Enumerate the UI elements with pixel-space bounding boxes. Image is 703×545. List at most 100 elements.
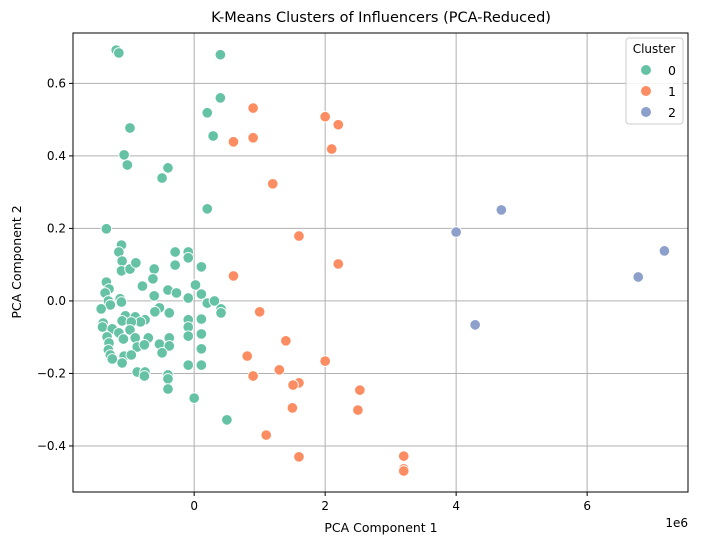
data-point-cluster-0	[95, 303, 107, 315]
data-point-cluster-0	[136, 280, 149, 292]
y-tick-label: 0.2	[47, 221, 66, 235]
data-point-cluster-0	[116, 357, 128, 369]
x-offset-label: 1e6	[665, 516, 688, 530]
data-point-cluster-1	[253, 306, 266, 318]
data-point-cluster-0	[182, 252, 195, 264]
data-point-cluster-0	[182, 330, 195, 342]
data-point-cluster-2	[450, 226, 462, 238]
data-point-cluster-0	[169, 259, 181, 271]
data-point-cluster-0	[162, 383, 174, 395]
data-point-cluster-1	[286, 402, 299, 414]
data-point-cluster-2	[632, 271, 644, 283]
data-point-cluster-0	[124, 122, 136, 134]
data-point-cluster-0	[215, 307, 227, 319]
data-point-cluster-1	[247, 102, 259, 114]
data-point-cluster-0	[195, 343, 208, 355]
data-point-cluster-0	[195, 313, 208, 325]
data-point-cluster-0	[162, 373, 174, 385]
points-layer	[95, 44, 671, 477]
data-point-cluster-0	[195, 328, 208, 340]
data-point-cluster-1	[241, 350, 253, 362]
data-point-cluster-0	[156, 172, 168, 184]
data-point-cluster-0	[214, 92, 227, 104]
chart-title: K-Means Clusters of Influencers (PCA-Red…	[211, 10, 551, 26]
data-point-cluster-1	[319, 111, 331, 123]
data-point-cluster-0	[138, 339, 151, 351]
data-point-cluster-1	[325, 143, 338, 155]
x-axis-label: PCA Component 1	[324, 520, 437, 535]
y-tick-label: −0.2	[37, 366, 66, 380]
data-point-cluster-1	[398, 465, 410, 477]
data-point-cluster-0	[124, 324, 136, 336]
data-point-cluster-0	[201, 107, 214, 119]
data-point-cluster-1	[227, 136, 240, 148]
x-tick-label: 0	[190, 499, 198, 513]
data-point-cluster-0	[96, 321, 109, 333]
y-tick-label: −0.4	[37, 439, 66, 453]
data-point-cluster-0	[221, 414, 233, 426]
data-point-cluster-1	[332, 258, 345, 270]
data-point-cluster-1	[293, 451, 305, 463]
x-tick-label: 4	[452, 499, 460, 513]
data-point-cluster-0	[195, 359, 208, 371]
legend-label-cluster-0: 0	[668, 63, 676, 78]
x-tick-label: 2	[321, 499, 329, 513]
data-point-cluster-0	[195, 261, 208, 273]
data-point-cluster-1	[398, 450, 410, 462]
data-point-cluster-0	[121, 159, 134, 171]
legend-marker-cluster-0	[641, 65, 651, 75]
data-point-cluster-0	[189, 279, 202, 291]
data-point-cluster-0	[208, 295, 221, 307]
data-point-cluster-0	[163, 340, 176, 352]
data-point-cluster-1	[319, 355, 331, 367]
data-point-cluster-0	[116, 255, 128, 267]
data-point-cluster-0	[188, 392, 200, 404]
data-point-cluster-0	[163, 307, 176, 319]
data-point-cluster-0	[115, 296, 128, 308]
y-tick-label: 0.6	[47, 76, 66, 90]
data-point-cluster-0	[156, 347, 168, 359]
grid	[73, 33, 688, 492]
data-point-cluster-0	[117, 333, 130, 345]
data-point-cluster-0	[214, 49, 227, 61]
legend-box	[625, 37, 684, 125]
data-point-cluster-2	[495, 204, 508, 216]
data-point-cluster-1	[273, 364, 286, 376]
data-point-cluster-0	[118, 149, 130, 161]
data-point-cluster-1	[247, 132, 259, 144]
legend-label-cluster-1: 1	[668, 84, 676, 99]
legend-label-cluster-2: 2	[668, 105, 676, 120]
data-point-cluster-0	[207, 130, 219, 142]
ticks: 0 2 4 6 −0.4 −0.2 0.0 0.2 0.4 0.6	[37, 76, 591, 513]
data-point-cluster-0	[182, 359, 195, 371]
legend-marker-cluster-2	[641, 107, 651, 117]
legend: Cluster 0 1 2	[625, 37, 684, 125]
data-point-cluster-1	[354, 384, 366, 396]
data-point-cluster-0	[182, 292, 195, 304]
data-point-cluster-1	[352, 404, 364, 416]
y-tick-label: 0.0	[47, 294, 66, 308]
data-point-cluster-0	[100, 223, 113, 235]
data-point-cluster-0	[130, 257, 142, 269]
data-point-cluster-0	[169, 246, 181, 258]
data-point-cluster-1	[280, 335, 292, 347]
data-point-cluster-2	[658, 245, 671, 257]
data-point-cluster-0	[149, 306, 161, 318]
axes-frame	[72, 32, 689, 493]
data-point-cluster-0	[148, 290, 160, 302]
data-point-cluster-0	[162, 162, 174, 174]
data-point-cluster-1	[227, 270, 240, 282]
y-tick-label: 0.4	[47, 149, 66, 163]
data-point-cluster-0	[125, 349, 138, 361]
data-point-cluster-0	[113, 47, 125, 59]
data-point-cluster-0	[148, 263, 160, 275]
data-point-cluster-1	[247, 370, 259, 382]
data-point-cluster-0	[147, 273, 159, 285]
data-point-cluster-0	[195, 288, 208, 300]
data-point-cluster-1	[293, 230, 305, 242]
data-point-cluster-1	[260, 429, 272, 441]
legend-title: Cluster	[633, 42, 676, 56]
data-point-cluster-1	[267, 178, 279, 190]
data-point-cluster-0	[201, 203, 214, 215]
